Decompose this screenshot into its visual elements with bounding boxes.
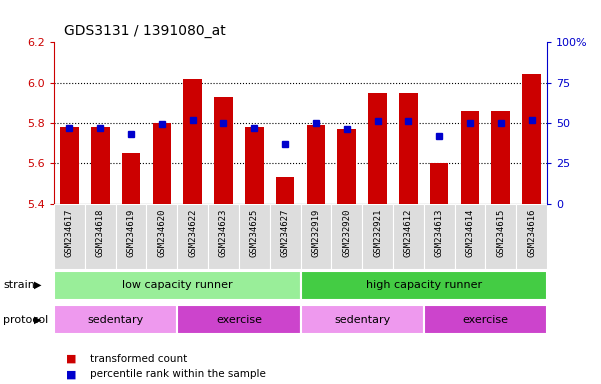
Text: GDS3131 / 1391080_at: GDS3131 / 1391080_at <box>64 25 226 38</box>
Bar <box>331 204 362 269</box>
Bar <box>522 74 541 204</box>
Text: exercise: exercise <box>462 314 508 325</box>
Bar <box>454 204 486 269</box>
Bar <box>208 204 239 269</box>
Text: GSM232919: GSM232919 <box>311 209 320 257</box>
Text: GSM234615: GSM234615 <box>496 209 505 257</box>
Text: GSM234623: GSM234623 <box>219 209 228 257</box>
Text: GSM234627: GSM234627 <box>281 209 290 257</box>
Text: strain: strain <box>3 280 35 290</box>
Bar <box>153 123 171 204</box>
Text: GSM234620: GSM234620 <box>157 209 166 257</box>
Bar <box>54 305 177 334</box>
Text: high capacity runner: high capacity runner <box>365 280 482 290</box>
Bar <box>460 111 479 204</box>
Bar <box>276 177 294 204</box>
Text: exercise: exercise <box>216 314 262 325</box>
Text: sedentary: sedentary <box>334 314 390 325</box>
Text: GSM234616: GSM234616 <box>527 209 536 257</box>
Text: sedentary: sedentary <box>88 314 144 325</box>
Text: GSM234612: GSM234612 <box>404 209 413 257</box>
Bar <box>91 127 109 204</box>
Bar <box>486 204 516 269</box>
Bar <box>424 305 547 334</box>
Text: GSM234613: GSM234613 <box>435 209 444 257</box>
Bar <box>270 204 300 269</box>
Bar <box>516 204 547 269</box>
Text: percentile rank within the sample: percentile rank within the sample <box>90 369 266 379</box>
Bar <box>430 163 448 204</box>
Text: protocol: protocol <box>3 314 48 325</box>
Text: transformed count: transformed count <box>90 354 188 364</box>
Text: GSM234614: GSM234614 <box>465 209 474 257</box>
Bar <box>424 204 454 269</box>
Text: GSM234619: GSM234619 <box>127 209 136 257</box>
Bar <box>214 97 233 204</box>
Bar <box>492 111 510 204</box>
Text: low capacity runner: low capacity runner <box>122 280 233 290</box>
Text: GSM234625: GSM234625 <box>250 209 259 257</box>
Bar <box>362 204 393 269</box>
Bar <box>300 271 547 300</box>
Bar <box>183 79 202 204</box>
Text: ■: ■ <box>66 354 76 364</box>
Bar <box>245 127 263 204</box>
Bar <box>368 93 387 204</box>
Bar <box>338 129 356 204</box>
Bar <box>122 153 140 204</box>
Bar <box>307 125 325 204</box>
Bar <box>115 204 147 269</box>
Text: ▶: ▶ <box>34 314 41 325</box>
Bar <box>60 127 79 204</box>
Text: GSM232920: GSM232920 <box>342 209 351 257</box>
Text: GSM232921: GSM232921 <box>373 209 382 257</box>
Bar <box>54 204 85 269</box>
Text: ■: ■ <box>66 369 76 379</box>
Bar <box>239 204 270 269</box>
Bar <box>393 204 424 269</box>
Bar <box>300 204 331 269</box>
Bar <box>85 204 115 269</box>
Text: GSM234617: GSM234617 <box>65 209 74 257</box>
Bar <box>399 93 418 204</box>
Text: GSM234618: GSM234618 <box>96 209 105 257</box>
Text: ▶: ▶ <box>34 280 41 290</box>
Bar <box>147 204 177 269</box>
Bar <box>177 204 208 269</box>
Bar <box>177 305 300 334</box>
Bar <box>54 271 300 300</box>
Text: GSM234622: GSM234622 <box>188 209 197 257</box>
Bar <box>300 305 424 334</box>
